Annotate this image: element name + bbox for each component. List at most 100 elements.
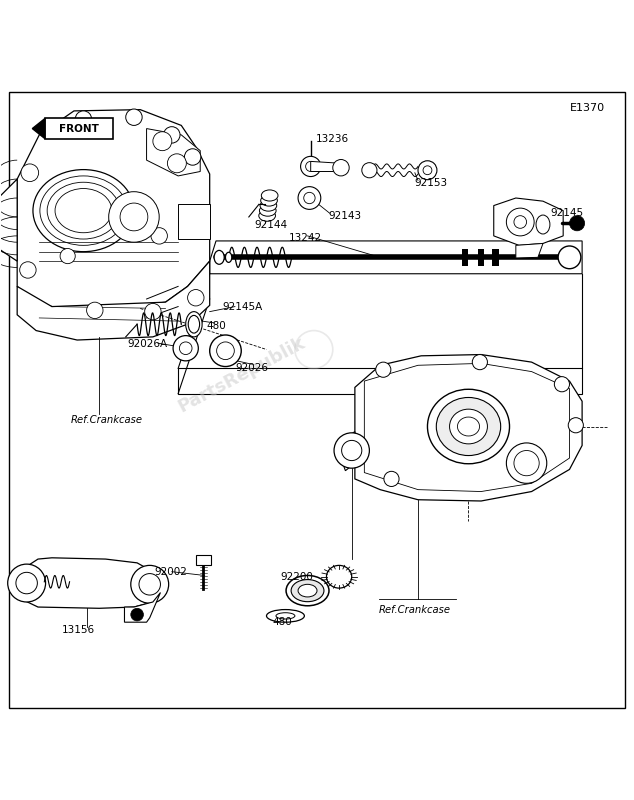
Circle shape [139,574,160,595]
Polygon shape [178,369,582,394]
Polygon shape [336,431,355,470]
Circle shape [151,228,167,244]
Text: 92144: 92144 [254,220,287,230]
Circle shape [514,450,539,476]
Polygon shape [17,558,160,608]
Polygon shape [124,593,160,622]
Circle shape [164,126,180,143]
Circle shape [131,566,169,603]
Bar [462,249,469,266]
Text: 92145: 92145 [550,208,584,218]
Circle shape [568,418,583,433]
Polygon shape [516,243,543,258]
Circle shape [304,192,315,204]
Circle shape [184,149,201,165]
Text: 92002: 92002 [154,566,187,577]
Circle shape [120,203,148,231]
Circle shape [173,336,198,361]
Ellipse shape [327,566,352,588]
Polygon shape [494,198,563,246]
Bar [45,118,113,139]
Circle shape [145,303,161,320]
Circle shape [298,186,321,210]
Polygon shape [355,354,582,501]
Text: 92145A: 92145A [223,302,262,311]
Circle shape [472,354,488,370]
Ellipse shape [427,390,510,464]
Ellipse shape [458,417,479,436]
Polygon shape [311,162,341,171]
Text: 480: 480 [273,617,292,627]
Ellipse shape [276,613,295,619]
Bar [478,249,484,266]
Text: 92026: 92026 [235,363,268,374]
Ellipse shape [261,190,278,201]
Polygon shape [32,118,45,138]
Circle shape [384,471,399,486]
Circle shape [20,262,36,278]
Text: Ref.Crankcase: Ref.Crankcase [379,605,451,615]
Ellipse shape [259,210,275,222]
Circle shape [126,109,142,126]
Polygon shape [0,179,17,261]
Ellipse shape [286,575,329,606]
Circle shape [554,377,569,392]
Ellipse shape [259,205,276,216]
Circle shape [108,192,159,242]
Circle shape [16,572,37,594]
Ellipse shape [298,584,317,597]
Circle shape [507,443,547,483]
Bar [196,555,211,566]
Text: 92153: 92153 [415,178,448,189]
Text: Ref.Crankcase: Ref.Crankcase [71,415,143,425]
Bar [493,249,499,266]
Ellipse shape [188,315,200,333]
Ellipse shape [436,398,501,455]
Text: FRONT: FRONT [59,123,99,134]
Polygon shape [178,204,210,239]
Ellipse shape [536,215,550,234]
Circle shape [514,216,527,228]
Circle shape [423,166,432,174]
Ellipse shape [266,610,304,622]
Ellipse shape [450,409,488,444]
Circle shape [131,608,143,621]
Circle shape [75,111,92,127]
Circle shape [210,335,242,366]
Circle shape [179,342,192,354]
Circle shape [362,162,377,178]
Text: 13236: 13236 [316,134,349,144]
Text: 13156: 13156 [61,626,94,635]
Text: 92200: 92200 [280,572,313,582]
Polygon shape [17,261,210,340]
Text: 480: 480 [207,321,226,330]
Ellipse shape [186,312,202,337]
Text: 13242: 13242 [288,233,321,242]
Ellipse shape [260,200,276,211]
Circle shape [21,164,39,182]
Circle shape [507,208,534,236]
Circle shape [8,564,46,602]
Ellipse shape [214,250,224,264]
Circle shape [333,159,349,176]
Ellipse shape [226,252,232,262]
Circle shape [153,132,172,150]
Circle shape [87,302,103,318]
Circle shape [167,154,186,173]
Text: E1370: E1370 [569,102,605,113]
Circle shape [376,362,391,378]
Text: 92026A: 92026A [127,339,168,350]
Text: 92143: 92143 [328,210,361,221]
Circle shape [342,440,362,461]
Circle shape [569,216,585,231]
Circle shape [188,290,204,306]
Circle shape [301,156,321,177]
Circle shape [217,342,235,360]
Ellipse shape [261,195,277,206]
Ellipse shape [33,170,134,252]
Circle shape [334,433,370,468]
Circle shape [60,249,75,264]
Text: PartsRepublik: PartsRepublik [174,334,308,416]
Circle shape [558,246,581,269]
Ellipse shape [291,579,324,602]
